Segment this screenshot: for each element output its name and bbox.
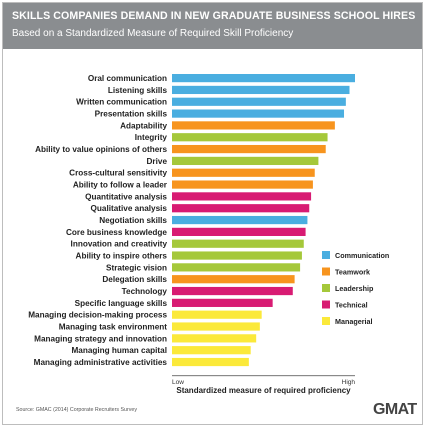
category-label: Drive (147, 157, 168, 166)
bar (172, 346, 251, 355)
bar (172, 286, 293, 296)
bar (172, 310, 262, 319)
category-label: Managing administrative activities (34, 358, 168, 367)
category-label: Managing task environment (59, 322, 168, 331)
legend-label: Managerial (335, 317, 373, 326)
bar (172, 85, 350, 95)
category-label: Qualitative analysis (91, 204, 168, 213)
chart-subtitle: Based on a Standardized Measure of Requi… (12, 28, 294, 39)
bar (172, 275, 295, 284)
bar (172, 322, 260, 331)
bar (172, 156, 319, 166)
bar (172, 263, 301, 272)
category-label: Cross-cultural sensitivity (69, 169, 167, 178)
chart-title: SKILLS COMPANIES DEMAND IN NEW GRADUATE … (12, 10, 416, 22)
bar (172, 168, 315, 177)
bar (172, 133, 328, 142)
legend-label: Technical (335, 301, 368, 310)
category-label: Integrity (135, 133, 168, 142)
category-label: Core business knowledge (66, 228, 167, 237)
category-label: Listening skills (108, 86, 168, 95)
bar (172, 109, 345, 118)
legend-label: Teamwork (335, 268, 370, 277)
category-label: Managing human capital (71, 346, 167, 355)
x-tick-label: Low (172, 379, 184, 386)
source-note: Source: GMAC (2014) Corporate Recruiters… (16, 407, 137, 413)
category-label: Oral communication (88, 74, 167, 83)
bar (172, 239, 304, 248)
legend-swatch (322, 251, 330, 259)
category-label: Delegation skills (102, 275, 167, 284)
bar (172, 180, 313, 189)
bar-chart: Oral communication Listening skills Writte… (28, 74, 389, 395)
bar (172, 215, 308, 225)
bar (172, 121, 335, 130)
legend-swatch (322, 267, 330, 276)
legend-swatch (322, 284, 330, 292)
category-label: Managing decision-making process (28, 311, 167, 320)
category-label: Technology (122, 287, 168, 296)
bar (172, 227, 306, 236)
bar (172, 204, 310, 213)
bar (172, 144, 326, 154)
legend-swatch (322, 300, 330, 309)
bar (172, 357, 249, 367)
category-label: Ability to inspire others (76, 251, 168, 260)
legend-label: Leadership (335, 284, 374, 293)
bar (172, 251, 302, 260)
category-label: Ability to follow a leader (73, 180, 168, 189)
legend-swatch (322, 317, 330, 325)
category-label: Specific language skills (75, 299, 168, 308)
bar (172, 74, 355, 83)
category-label: Adaptability (120, 121, 167, 130)
legend-label: Communication (335, 251, 389, 260)
bar (172, 97, 346, 106)
bar (172, 334, 257, 343)
category-label: Presentation skills (95, 109, 168, 118)
category-label: Ability to value opinions of others (35, 145, 167, 154)
category-label: Managing strategy and innovation (34, 334, 167, 343)
category-label: Negotiation skills (99, 216, 167, 225)
chart-header: SKILLS COMPANIES DEMAND IN NEW GRADUATE … (3, 3, 422, 49)
category-label: Written communication (76, 98, 167, 107)
category-label: Strategic vision (106, 263, 167, 272)
category-label: Innovation and creativity (71, 240, 168, 249)
bar (172, 192, 312, 201)
gmat-logo: GMAT (373, 401, 417, 418)
category-label: Quantitative analysis (85, 192, 167, 201)
bar (172, 298, 273, 307)
x-axis-title: Standardized measure of required profici… (176, 386, 351, 395)
x-tick-label: High (342, 379, 356, 386)
